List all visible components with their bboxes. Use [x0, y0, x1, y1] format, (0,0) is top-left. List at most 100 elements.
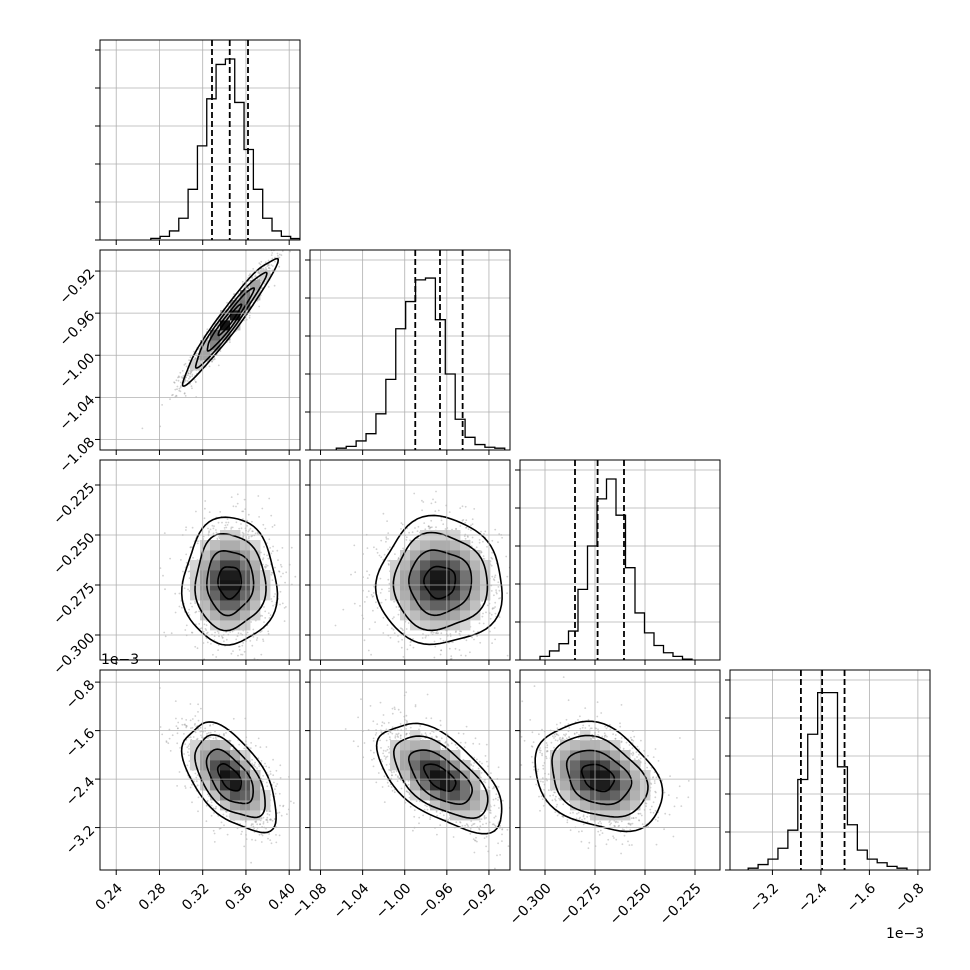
density-cell [420, 620, 431, 631]
density-cell [210, 330, 221, 341]
density-cell [430, 540, 441, 551]
density-cell [240, 750, 251, 761]
density-cell [200, 550, 211, 561]
density-cell [400, 550, 411, 561]
density-cell [420, 740, 431, 751]
density-cell [460, 610, 471, 621]
density-cell [420, 590, 431, 601]
density-cell [580, 780, 591, 791]
density-cell [470, 810, 481, 821]
density-cell [240, 770, 251, 781]
panel-frame [519, 669, 721, 871]
contour-line [423, 763, 457, 793]
density-cell [560, 770, 571, 781]
density-cell [240, 560, 251, 571]
density-cell [250, 280, 261, 291]
density-cell [430, 600, 441, 611]
contour-line [392, 735, 489, 820]
density-cell [570, 800, 581, 811]
density-cell [580, 770, 591, 781]
histogram-step [335, 277, 506, 450]
density-cell [240, 760, 251, 771]
density-cell [460, 560, 471, 571]
density-cell [250, 550, 261, 561]
density-cell [630, 780, 641, 791]
grid [310, 460, 510, 660]
density-cell [220, 760, 231, 771]
density-cell [240, 620, 251, 631]
density-cell [250, 780, 261, 791]
density-cell [210, 540, 221, 551]
density-cell [410, 610, 421, 621]
density-cell [470, 780, 481, 791]
grid [730, 670, 930, 870]
density-cell [210, 610, 221, 621]
density-cell [400, 770, 411, 781]
density-cell [390, 560, 401, 571]
density-cell [240, 790, 251, 801]
density-cell [250, 570, 261, 581]
density-cell [420, 560, 431, 571]
density-cell [410, 550, 421, 561]
density-cell [570, 770, 581, 781]
density-cell [200, 560, 211, 571]
density-cell [470, 790, 481, 801]
density-cell [260, 570, 271, 581]
density-cell [430, 800, 441, 811]
density-cell [190, 760, 201, 771]
panel-frame [729, 669, 931, 871]
density-cell [470, 570, 481, 581]
density-cell [230, 790, 241, 801]
density-cell [560, 760, 571, 771]
density-cell [610, 800, 621, 811]
y-tick-label: −0.92 [57, 266, 99, 308]
contour-line [181, 257, 279, 387]
grid [100, 250, 300, 450]
density-cell [250, 770, 261, 781]
density-panel-1-0 [141, 250, 291, 430]
density-cell [460, 540, 471, 551]
density-cell [460, 780, 471, 791]
density-cell [250, 560, 261, 571]
density-cell [440, 610, 451, 621]
density-cell [430, 590, 441, 601]
x-tick-label: −3.2 [747, 880, 782, 915]
density-cell [200, 780, 211, 791]
density-cell [450, 760, 461, 771]
density-cell [450, 610, 461, 621]
density-cell [580, 800, 591, 811]
density-cell [250, 810, 261, 821]
density-layer [141, 250, 694, 870]
density-cell [580, 740, 591, 751]
y-tick-label: −0.275 [50, 580, 98, 628]
density-cell [220, 310, 231, 321]
density-cell [230, 310, 241, 321]
density-cell [230, 540, 241, 551]
y-tick-label: −0.96 [57, 308, 99, 350]
density-cell [550, 770, 561, 781]
density-cell [620, 770, 631, 781]
density-cell [450, 620, 461, 631]
density-cell [600, 800, 611, 811]
density-cell [460, 790, 471, 801]
histogram-step [150, 58, 300, 240]
density-cell [430, 740, 441, 751]
x-tick-label: 0.28 [136, 880, 169, 913]
contour-line [580, 763, 616, 793]
density-cell [560, 740, 571, 751]
density-cell [440, 750, 451, 761]
density-cell [210, 770, 221, 781]
contour-line [205, 549, 255, 617]
density-cell [190, 570, 201, 581]
density-cell [220, 600, 231, 611]
x-tick-label: −0.300 [507, 880, 555, 928]
density-cell [450, 770, 461, 781]
contour-line [217, 303, 243, 337]
density-cell [460, 590, 471, 601]
density-cell [430, 750, 441, 761]
density-cell [200, 590, 211, 601]
density-cell [420, 780, 431, 791]
density-cell [430, 770, 441, 781]
density-cell [210, 790, 221, 801]
density-cell [430, 550, 441, 561]
